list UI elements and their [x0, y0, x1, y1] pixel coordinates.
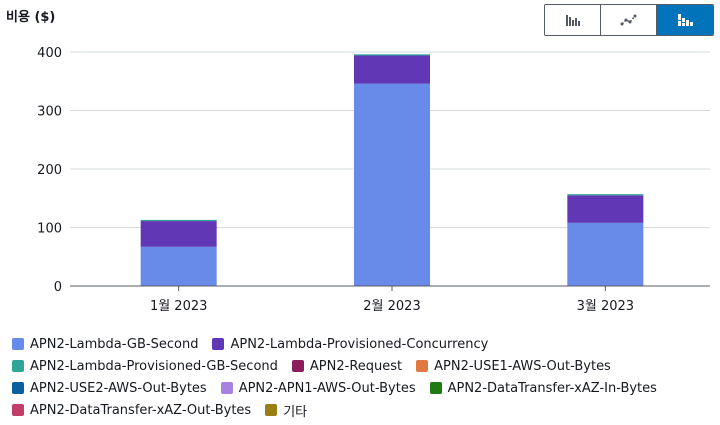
y-tick-label: 200 — [37, 163, 62, 178]
legend-label: APN2-Lambda-Provisioned-GB-Second — [30, 358, 278, 374]
chart-title: 비용 ($) — [6, 10, 56, 25]
stacked-bar-chart-icon — [678, 14, 693, 26]
bar-segment[interactable] — [567, 222, 644, 286]
legend-item[interactable]: APN2-USE2-AWS-Out-Bytes — [12, 378, 207, 398]
stacked-bar-chart-button[interactable] — [657, 5, 713, 35]
legend-swatch — [12, 338, 24, 350]
bar-chart-icon — [565, 15, 580, 26]
legend-swatch — [12, 360, 24, 372]
y-tick-label: 100 — [37, 222, 62, 237]
bar-segment[interactable] — [354, 55, 430, 84]
x-tick-label: 1월 2023 — [150, 299, 207, 314]
bar-segment[interactable] — [354, 54, 430, 56]
legend-item[interactable]: APN2-USE1-AWS-Out-Bytes — [416, 356, 611, 376]
legend-swatch — [429, 382, 442, 394]
x-tick-label: 2월 2023 — [363, 299, 420, 314]
bar-segment[interactable] — [567, 194, 644, 196]
bar-segment[interactable] — [567, 195, 644, 223]
legend-swatch — [265, 404, 278, 416]
legend-item[interactable]: APN2-Lambda-GB-Second — [12, 334, 198, 354]
bars — [140, 54, 644, 286]
line-chart-icon — [620, 14, 636, 26]
line-chart-button[interactable] — [601, 5, 657, 35]
legend-swatch — [212, 338, 225, 350]
legend-item[interactable]: APN2-DataTransfer-xAZ-In-Bytes — [429, 378, 657, 398]
legend-label: APN2-USE1-AWS-Out-Bytes — [434, 358, 611, 374]
bar-chart-button[interactable] — [545, 5, 601, 35]
bar-segment[interactable] — [140, 221, 217, 247]
legend-label: APN2-USE2-AWS-Out-Bytes — [30, 380, 207, 396]
legend-swatch — [12, 382, 24, 394]
bar-segment[interactable] — [140, 246, 217, 286]
legend-item[interactable]: APN2-APN1-AWS-Out-Bytes — [220, 378, 416, 398]
chart-type-toggle — [544, 4, 714, 36]
legend-item[interactable]: APN2-Request — [291, 356, 403, 376]
legend-label: APN2-DataTransfer-xAZ-Out-Bytes — [30, 402, 252, 418]
legend-label: APN2-DataTransfer-xAZ-In-Bytes — [447, 380, 657, 396]
y-tick-label: 300 — [37, 105, 62, 120]
legend-label: APN2-Lambda-GB-Second — [30, 336, 199, 352]
legend: APN2-Lambda-GB-Second APN2-Lambda-Provisi… — [12, 334, 712, 420]
legend-item[interactable]: APN2-DataTransfer-xAZ-Out-Bytes — [12, 400, 251, 420]
legend-item[interactable]: APN2-Lambda-Provisioned-Concurrency — [212, 334, 488, 354]
legend-label: APN2-Lambda-Provisioned-Concurrency — [230, 336, 489, 352]
legend-item[interactable]: 기타 — [265, 400, 307, 420]
bar-segment[interactable] — [140, 219, 217, 222]
legend-item[interactable]: APN2-Lambda-Provisioned-GB-Second — [12, 356, 278, 376]
y-tick-label: 0 — [54, 280, 62, 295]
legend-label: APN2-Request — [309, 358, 403, 374]
legend-swatch — [416, 360, 429, 372]
y-tick-label: 400 — [37, 46, 62, 61]
legend-swatch — [12, 404, 24, 416]
legend-label: 기타 — [283, 404, 308, 420]
legend-swatch — [291, 360, 304, 372]
x-tick-label: 3월 2023 — [577, 299, 634, 314]
axes: 0 100 200 300 400 1월 2023 2월 2023 3월 2023 — [37, 46, 710, 314]
stacked-bar-chart: 0 100 200 300 400 1월 2023 2월 2023 3월 2023 — [37, 46, 710, 314]
legend-swatch — [220, 382, 233, 394]
legend-label: APN2-APN1-AWS-Out-Bytes — [238, 380, 416, 396]
bar-segment[interactable] — [354, 83, 430, 286]
